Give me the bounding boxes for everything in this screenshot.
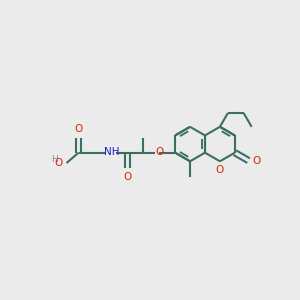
Text: O: O — [54, 158, 62, 168]
Text: O: O — [74, 124, 83, 134]
Text: O: O — [253, 156, 261, 166]
Text: O: O — [123, 172, 132, 182]
Text: O: O — [155, 147, 164, 157]
Text: O: O — [216, 166, 224, 176]
Text: H: H — [51, 155, 58, 164]
Text: NH: NH — [104, 147, 119, 158]
